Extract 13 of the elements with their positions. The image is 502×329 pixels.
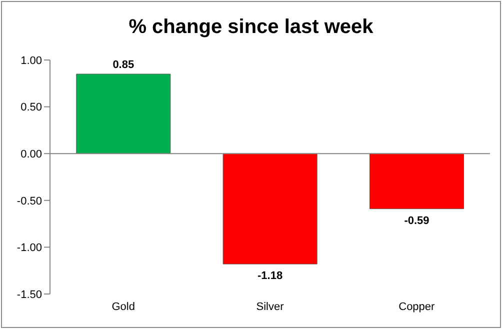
y-tick-label: 0.50 <box>20 102 42 114</box>
y-tick-label: 1.00 <box>20 54 42 67</box>
y-tick-label: -1.50 <box>16 288 42 301</box>
data-label: -1.18 <box>258 270 283 282</box>
data-label: -0.59 <box>404 214 430 227</box>
x-tick-label: Copper <box>398 300 436 313</box>
x-tick-label: Gold <box>112 300 135 313</box>
y-tick-label: 0.00 <box>20 148 42 161</box>
data-label: 0.85 <box>112 59 134 72</box>
x-tick-label: Silver <box>256 300 284 313</box>
y-tick-label: -0.50 <box>16 195 42 208</box>
chart-title: % change since last week <box>128 16 374 40</box>
y-tick-label: -1.00 <box>16 242 42 254</box>
